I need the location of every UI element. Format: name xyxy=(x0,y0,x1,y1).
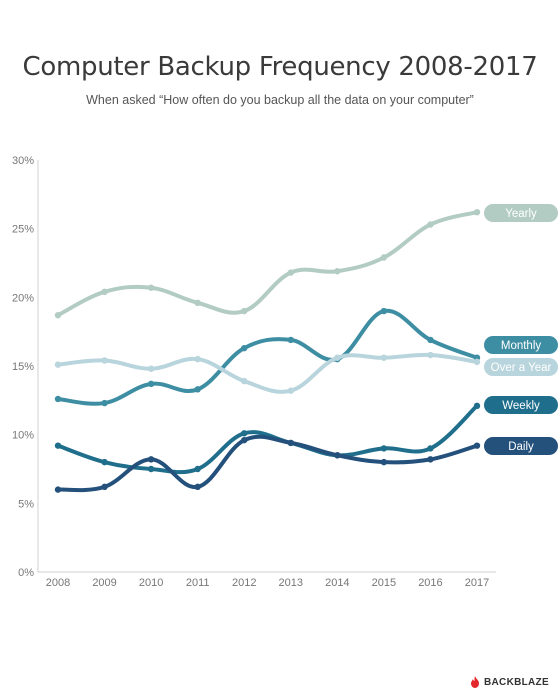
series-label-weekly: Weekly xyxy=(484,396,558,414)
x-tick-label: 2017 xyxy=(465,577,489,589)
data-point-weekly xyxy=(147,465,155,473)
series-label-daily: Daily xyxy=(484,437,558,455)
data-point-monthly xyxy=(54,395,62,403)
data-point-over-a-year xyxy=(194,355,201,363)
data-point-daily xyxy=(101,483,108,491)
data-point-monthly xyxy=(241,344,248,352)
data-point-over-a-year xyxy=(334,354,341,361)
y-tick-label: 30% xyxy=(12,155,34,167)
series-end-labels: Yearly Monthly Over a Year Weekly Daily xyxy=(484,204,558,455)
series-label-monthly: Monthly xyxy=(484,336,558,354)
series-label-pill xyxy=(484,358,558,376)
data-point-daily xyxy=(241,436,248,444)
series-label-pill xyxy=(484,396,558,414)
x-tick-label: 2012 xyxy=(232,577,256,589)
data-point-weekly xyxy=(427,445,434,452)
data-point-weekly xyxy=(101,458,108,466)
series-line-weekly xyxy=(56,403,479,475)
data-point-over-a-year xyxy=(427,351,434,359)
chart-subtitle: When asked “How often do you backup all … xyxy=(86,93,474,107)
flame-icon xyxy=(471,676,479,688)
data-point-monthly xyxy=(194,386,201,393)
data-point-daily xyxy=(194,483,201,491)
series-label-text: Monthly xyxy=(501,340,542,352)
data-point-over-a-year xyxy=(241,377,248,385)
data-point-over-a-year xyxy=(147,365,155,372)
data-point-daily xyxy=(427,456,434,463)
series-line-daily xyxy=(56,434,479,493)
data-point-daily xyxy=(380,458,388,466)
series-label-pill xyxy=(484,336,558,354)
x-tick-label: 2010 xyxy=(139,577,163,589)
data-point-yearly xyxy=(473,208,481,216)
data-point-weekly xyxy=(241,430,248,437)
data-point-yearly xyxy=(194,299,201,307)
data-point-yearly xyxy=(54,311,62,319)
data-point-daily xyxy=(334,452,341,459)
y-tick-labels: 0% 5% 10% 15% 20% 25% 30% xyxy=(12,155,34,579)
data-point-daily xyxy=(287,439,294,447)
data-point-monthly xyxy=(147,380,155,388)
series-label-text: Daily xyxy=(508,441,534,453)
brand-name: BACKBLAZE xyxy=(484,676,549,688)
data-point-daily xyxy=(473,442,481,449)
x-tick-label: 2014 xyxy=(325,577,349,589)
series-label-pill xyxy=(484,204,558,222)
x-tick-label: 2009 xyxy=(92,577,116,589)
data-point-yearly xyxy=(101,288,108,296)
series-label-pill xyxy=(484,437,558,455)
data-point-weekly xyxy=(54,442,62,449)
data-point-over-a-year xyxy=(54,361,62,368)
x-tick-label: 2015 xyxy=(372,577,396,589)
data-point-monthly xyxy=(427,336,434,344)
series-label-text: Over a Year xyxy=(491,362,552,374)
data-point-over-a-year xyxy=(380,354,388,361)
series-label-over-a-year: Over a Year xyxy=(484,358,558,376)
data-point-daily xyxy=(54,486,62,493)
y-tick-label: 25% xyxy=(12,224,34,236)
data-point-yearly xyxy=(241,307,248,315)
chart-title: Computer Backup Frequency 2008-2017 xyxy=(22,52,538,82)
data-point-monthly xyxy=(101,399,108,407)
data-point-monthly xyxy=(287,336,294,344)
data-point-daily xyxy=(147,456,155,463)
data-point-yearly xyxy=(147,284,155,291)
series-line-over-a-year xyxy=(56,352,479,394)
x-tick-label: 2016 xyxy=(418,577,442,589)
x-tick-label: 2008 xyxy=(46,577,70,589)
data-point-yearly xyxy=(427,221,434,228)
y-tick-label: 20% xyxy=(12,292,34,304)
data-point-yearly xyxy=(287,269,294,276)
x-tick-labels: 2008 2009 2010 2011 2012 2013 2014 2015 2016 2017 xyxy=(46,577,489,589)
y-tick-label: 15% xyxy=(12,361,34,373)
data-point-over-a-year xyxy=(473,358,481,366)
backblaze-logo: BACKBLAZE xyxy=(470,676,549,688)
x-tick-label: 2013 xyxy=(279,577,303,589)
data-point-yearly xyxy=(380,254,388,261)
data-point-weekly xyxy=(473,402,481,410)
y-tick-label: 5% xyxy=(18,498,34,510)
series-line-yearly xyxy=(56,210,479,318)
data-point-weekly xyxy=(194,465,201,473)
series-label-text: Weekly xyxy=(502,400,540,412)
data-point-weekly xyxy=(380,445,388,452)
y-tick-label: 10% xyxy=(12,430,34,442)
data-point-over-a-year xyxy=(287,387,294,394)
data-point-monthly xyxy=(380,307,388,315)
series-label-text: Yearly xyxy=(505,208,537,220)
y-tick-label: 0% xyxy=(18,567,34,579)
series-label-yearly: Yearly xyxy=(484,204,558,222)
x-tick-label: 2011 xyxy=(186,577,210,589)
series-line-monthly xyxy=(56,308,479,406)
data-point-over-a-year xyxy=(101,357,108,364)
data-point-yearly xyxy=(334,268,341,275)
series-lines xyxy=(54,208,481,493)
